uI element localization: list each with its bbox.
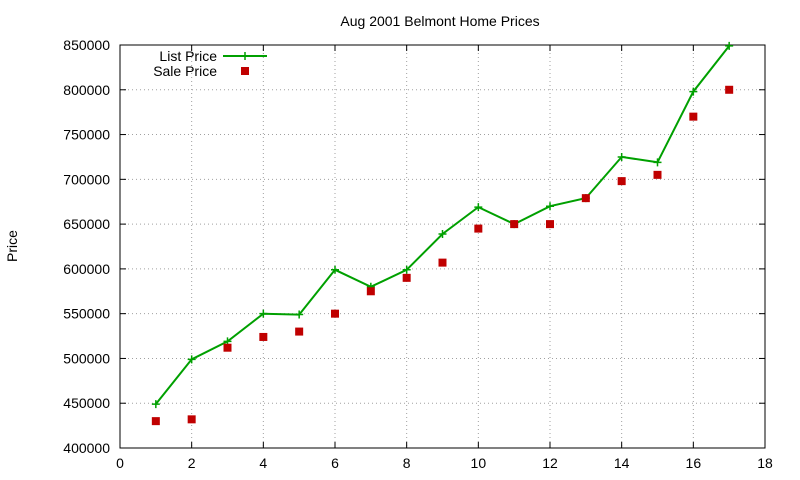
legend-label-sale-price: Sale Price bbox=[153, 63, 217, 79]
y-tick-label: 750000 bbox=[63, 127, 110, 143]
sale-price-point bbox=[295, 327, 304, 336]
sale-price-point bbox=[725, 85, 734, 94]
y-axis-label: Price bbox=[4, 230, 20, 262]
chart-title: Aug 2001 Belmont Home Prices bbox=[340, 13, 539, 29]
sale-price-point bbox=[689, 112, 698, 121]
sale-price-point bbox=[438, 258, 447, 267]
sale-price-point bbox=[474, 224, 483, 233]
y-tick-label: 850000 bbox=[63, 37, 110, 53]
x-tick-label: 12 bbox=[542, 455, 558, 471]
y-tick-label: 800000 bbox=[63, 82, 110, 98]
x-tick-label: 6 bbox=[331, 455, 339, 471]
x-tick-label: 8 bbox=[403, 455, 411, 471]
sale-price-point bbox=[653, 170, 662, 179]
x-tick-label: 18 bbox=[757, 455, 773, 471]
y-tick-label: 600000 bbox=[63, 261, 110, 277]
sale-price-point bbox=[223, 343, 232, 352]
list-price-point bbox=[295, 310, 304, 319]
x-tick-label: 16 bbox=[686, 455, 702, 471]
list-price-point bbox=[546, 202, 554, 211]
grid bbox=[120, 45, 765, 448]
y-tick-label: 550000 bbox=[63, 306, 110, 322]
plot-frame bbox=[119, 44, 766, 449]
sale-price-point bbox=[366, 287, 375, 296]
list-price-point bbox=[689, 87, 698, 96]
sale-price-point bbox=[510, 220, 519, 229]
list-price-point bbox=[617, 152, 626, 161]
legend-marker-sale-price bbox=[241, 67, 249, 75]
x-tick-label: 14 bbox=[614, 455, 630, 471]
list-price-point bbox=[151, 400, 160, 409]
legend-label-list-price: List Price bbox=[159, 48, 217, 64]
legend-marker-list-price bbox=[241, 52, 249, 60]
sale-price-point bbox=[187, 415, 196, 424]
y-tick-label: 500000 bbox=[63, 350, 110, 366]
sale-price-point bbox=[581, 194, 590, 203]
sale-price-point bbox=[259, 332, 268, 341]
sale-price-point bbox=[617, 177, 626, 186]
axes: 0 2 4 6 8 10 12 14 16 18 400000 450000 500000 550000 6… bbox=[63, 37, 773, 471]
sale-price-point bbox=[546, 220, 554, 229]
x-tick-label: 4 bbox=[259, 455, 267, 471]
list-price-point bbox=[187, 355, 196, 364]
y-tick-label: 450000 bbox=[63, 395, 110, 411]
list-price-line bbox=[155, 45, 730, 405]
x-tick-label: 0 bbox=[116, 455, 124, 471]
list-price-point bbox=[402, 265, 411, 274]
x-tick-label: 10 bbox=[471, 455, 487, 471]
x-tick-label: 2 bbox=[188, 455, 196, 471]
list-price-point bbox=[474, 203, 483, 212]
sale-price-point bbox=[331, 309, 339, 318]
sale-price-point bbox=[151, 417, 160, 426]
list-price-point bbox=[653, 158, 662, 167]
y-tick-label: 700000 bbox=[63, 171, 110, 187]
y-tick-label: 400000 bbox=[63, 440, 110, 456]
list-price-point bbox=[438, 229, 447, 238]
list-price-point bbox=[331, 265, 339, 274]
y-tick-label: 650000 bbox=[63, 216, 110, 232]
series bbox=[151, 41, 734, 426]
list-price-point bbox=[725, 41, 734, 50]
list-price-point bbox=[259, 309, 268, 318]
sale-price-point bbox=[402, 273, 411, 282]
